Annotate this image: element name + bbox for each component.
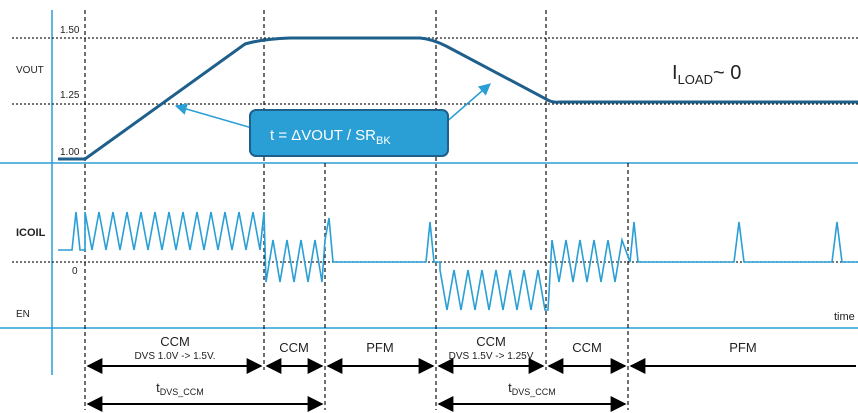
callout-arrow-right bbox=[443, 83, 491, 125]
phase-5-mode: CCM bbox=[572, 340, 602, 355]
callout-box bbox=[249, 109, 449, 157]
duration-2-label: tDVS_CCM bbox=[508, 380, 556, 397]
callout-arrow-left bbox=[174, 103, 253, 129]
vout-signal-label: VOUT bbox=[16, 65, 44, 76]
phase-4-mode: CCM bbox=[476, 334, 506, 349]
vout-waveform bbox=[58, 36, 858, 161]
vout-tick-1p25: 1.25 bbox=[60, 90, 80, 101]
vout-tick-1p50: 1.50 bbox=[60, 25, 80, 36]
icoil-waveform bbox=[58, 211, 858, 311]
icoil-zero-label: 0 bbox=[72, 266, 78, 277]
phase-1-note: DVS 1.0V -> 1.5V. bbox=[134, 351, 215, 362]
duration-1-label: tDVS_CCM bbox=[156, 380, 204, 397]
time-axis-label: time bbox=[834, 311, 855, 323]
phase-1-mode: CCM bbox=[160, 334, 190, 349]
phase-6-mode: PFM bbox=[729, 340, 756, 355]
phase-3-mode: PFM bbox=[366, 340, 393, 355]
en-signal-label: EN bbox=[16, 309, 30, 320]
iload-label: ILOAD~ 0 bbox=[672, 62, 741, 87]
callout-text: t = ΔVOUT / SRBK bbox=[270, 127, 391, 147]
phase-4-note: DVS 1.5V -> 1.25V bbox=[449, 351, 534, 362]
icoil-signal-label: ICOIL bbox=[16, 227, 46, 239]
phase-2-mode: CCM bbox=[279, 340, 309, 355]
vout-tick-1p00: 1.00 bbox=[60, 147, 80, 158]
